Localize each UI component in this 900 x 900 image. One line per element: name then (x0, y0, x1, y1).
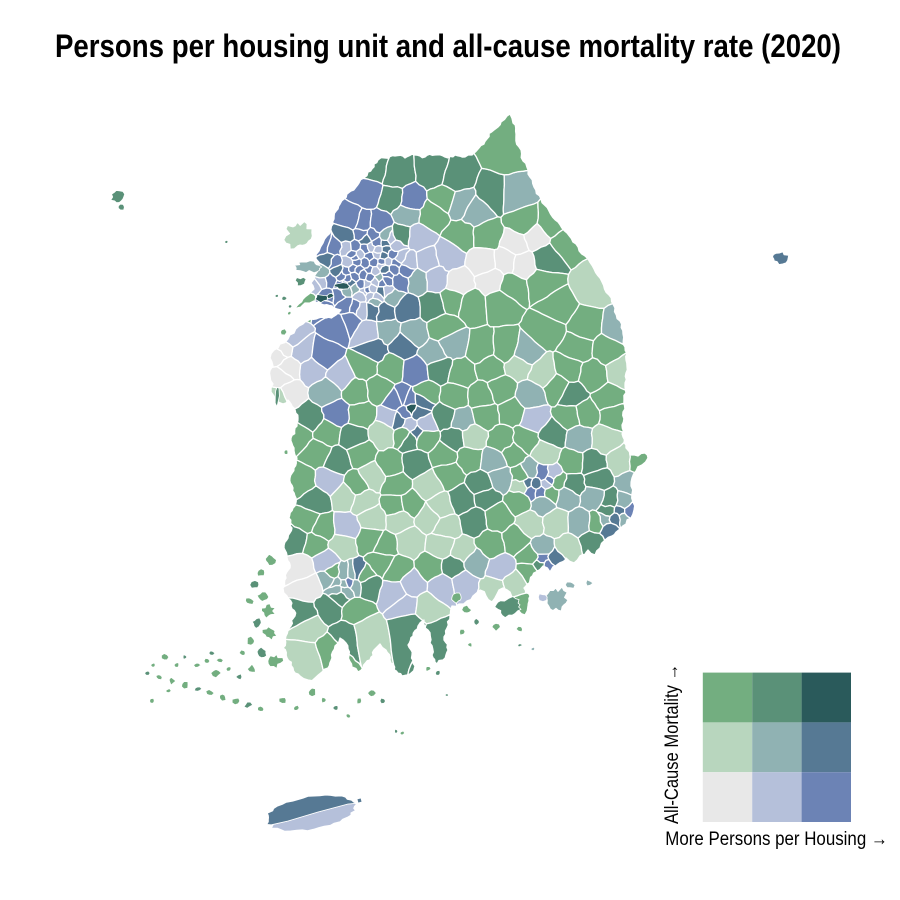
svg-text:More Persons per Housing →: More Persons per Housing → (665, 829, 888, 850)
svg-text:Persons per housing unit and a: Persons per housing unit and all-cause m… (55, 28, 841, 64)
svg-text:All-Cause Mortality →: All-Cause Mortality → (662, 664, 683, 824)
